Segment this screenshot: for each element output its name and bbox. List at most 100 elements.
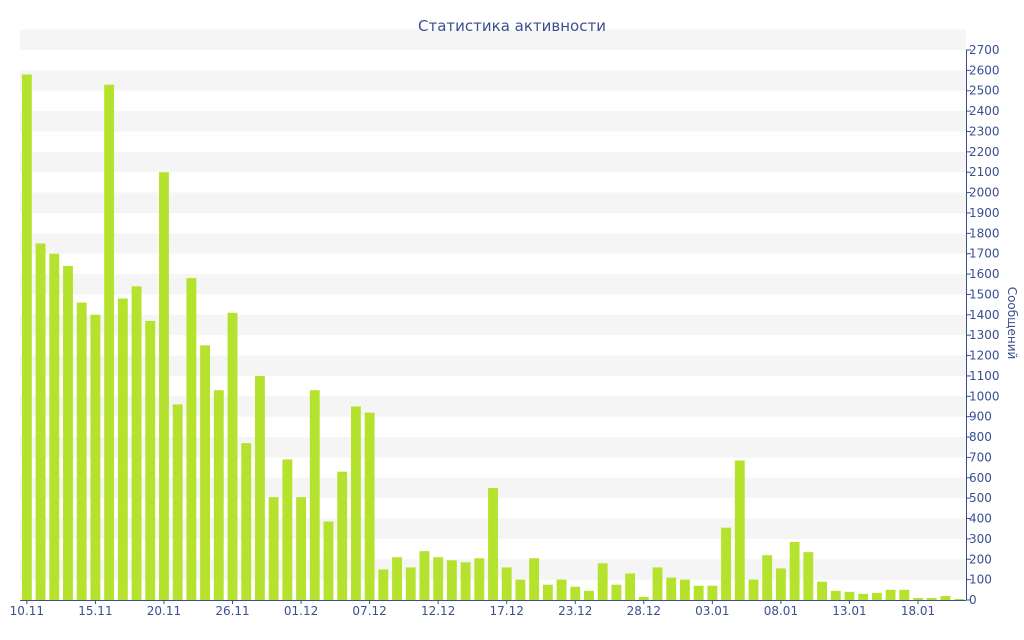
bar <box>803 552 814 600</box>
bar <box>680 579 690 600</box>
bar <box>378 569 389 600</box>
y-tick-label: 1800 <box>969 226 1000 240</box>
bar <box>556 579 567 600</box>
bar <box>200 345 211 600</box>
y-tick-label: 1300 <box>969 328 1000 342</box>
bar <box>529 558 540 600</box>
bar <box>131 286 142 600</box>
bar <box>213 390 224 600</box>
y-tick-label: 300 <box>969 532 992 546</box>
grid-band <box>20 355 966 376</box>
bar <box>652 567 663 600</box>
x-tick-label: 12.12 <box>421 604 455 618</box>
bar <box>460 562 471 600</box>
y-tick-label: 100 <box>969 573 992 587</box>
y-axis-title: Сообщений <box>1005 287 1019 360</box>
grid-band <box>20 29 966 50</box>
x-tick-label: 13.01 <box>832 604 866 618</box>
bar <box>364 412 375 600</box>
bar <box>90 314 101 600</box>
bar <box>775 568 786 600</box>
bar <box>940 595 951 600</box>
bar <box>913 597 923 600</box>
bar <box>926 597 937 600</box>
y-tick-label: 2600 <box>969 63 1000 77</box>
x-tick-label: 20.11 <box>147 604 181 618</box>
y-tick-label: 2300 <box>969 124 1000 138</box>
y-tick-label: 1100 <box>969 369 1000 383</box>
y-tick-label: 1400 <box>969 308 1000 322</box>
y-tick-label: 500 <box>969 491 992 505</box>
grid-band <box>20 314 966 336</box>
y-tick-label: 700 <box>969 450 992 464</box>
bar <box>433 557 444 600</box>
bar <box>76 302 87 600</box>
x-axis-ticks: 10.11 15.11 20.11 26.11 01.12 07.12 12.12 17.12… <box>10 600 935 618</box>
y-tick-label: 1900 <box>969 206 1000 220</box>
bar <box>21 74 32 600</box>
y-tick-label: 400 <box>969 512 992 526</box>
y-tick-label: 2400 <box>969 104 1000 118</box>
y-tick-label: 2000 <box>969 186 1000 200</box>
grid-band <box>20 151 966 173</box>
grid-band <box>20 192 966 213</box>
grid-band <box>20 233 966 254</box>
y-tick-label: 2500 <box>969 84 1000 98</box>
bar <box>597 563 608 600</box>
bar <box>734 460 745 600</box>
bar <box>104 84 115 600</box>
x-tick-label: 08.01 <box>764 604 798 618</box>
y-tick-label: 1500 <box>969 287 1000 301</box>
bar <box>844 591 855 600</box>
y-tick-label: 600 <box>969 471 992 485</box>
bar <box>721 527 732 600</box>
bar <box>515 579 526 600</box>
bar <box>186 278 197 600</box>
bar <box>707 585 718 600</box>
bar <box>885 589 896 600</box>
chart-title: Статистика активности <box>418 17 606 35</box>
bar <box>570 586 581 600</box>
x-tick-label: 26.11 <box>215 604 249 618</box>
grid-band <box>20 70 966 91</box>
y-tick-label: 2700 <box>969 43 1000 57</box>
y-tick-label: 1200 <box>969 349 1000 363</box>
bar <box>350 406 361 600</box>
x-tick-label: 23.12 <box>558 604 592 618</box>
grid-band <box>20 274 966 295</box>
bar <box>817 581 827 600</box>
y-axis-ticks: 0 100 200 300 400 500 600 700 800 900 1000 1100 1200… <box>966 43 1000 607</box>
bar <box>419 551 430 600</box>
bar <box>35 243 46 600</box>
y-tick-label: 800 <box>969 430 992 444</box>
bar <box>446 560 457 600</box>
bar <box>542 584 553 600</box>
bar <box>117 298 128 600</box>
bar <box>296 497 306 600</box>
bar <box>830 590 841 600</box>
bar <box>789 541 800 600</box>
bar <box>693 585 704 600</box>
bar <box>666 577 677 600</box>
bar <box>638 596 649 600</box>
bar <box>858 593 869 600</box>
x-tick-label: 07.12 <box>352 604 386 618</box>
bar <box>488 487 498 600</box>
grid-band <box>20 111 966 132</box>
y-tick-label: 900 <box>969 410 992 424</box>
bars <box>21 74 965 600</box>
bar <box>227 312 238 600</box>
y-tick-label: 200 <box>969 552 992 566</box>
bar <box>241 443 252 600</box>
x-tick-label: 28.12 <box>627 604 661 618</box>
bar <box>501 567 512 600</box>
grid-bands <box>20 29 966 580</box>
bar <box>625 573 636 600</box>
bar <box>337 471 348 600</box>
y-tick-label: 1700 <box>969 247 1000 261</box>
bar <box>63 265 73 600</box>
x-tick-label: 18.01 <box>901 604 935 618</box>
bar <box>871 592 882 600</box>
